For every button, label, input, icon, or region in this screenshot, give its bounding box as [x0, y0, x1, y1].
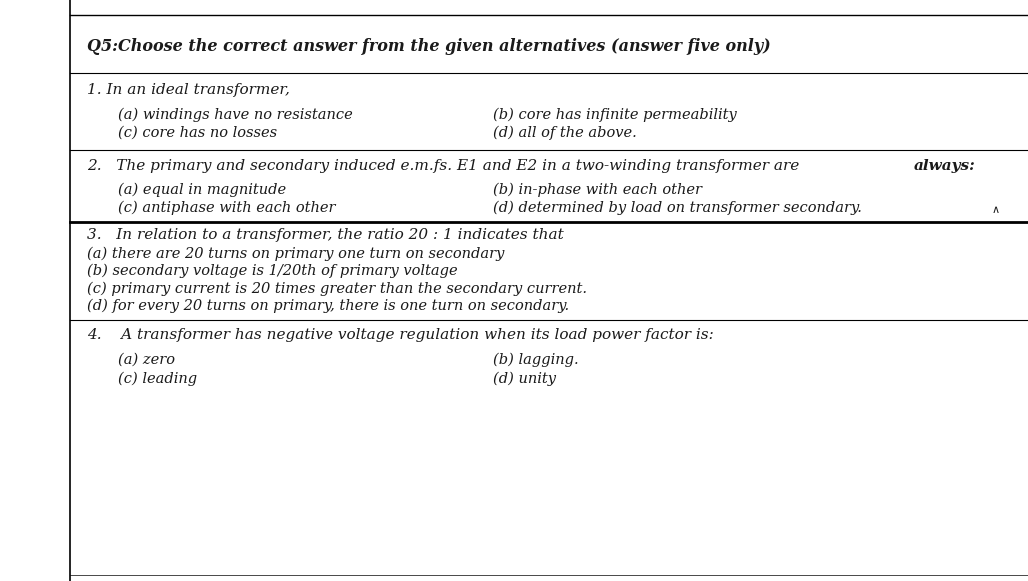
- Text: (d) determined by load on transformer secondary.: (d) determined by load on transformer se…: [493, 200, 862, 215]
- Text: 4.    A transformer has negative voltage regulation when its load power factor i: 4. A transformer has negative voltage re…: [87, 328, 714, 342]
- Text: 2.   The primary and secondary induced e.m.fs. E1 and E2 in a two-winding transf: 2. The primary and secondary induced e.m…: [87, 159, 805, 173]
- Text: (b) secondary voltage is 1/20th of primary voltage: (b) secondary voltage is 1/20th of prima…: [87, 264, 458, 278]
- Text: always:: always:: [913, 159, 976, 173]
- Text: (b) core has infinite permeability: (b) core has infinite permeability: [493, 107, 737, 122]
- Text: ∧: ∧: [992, 205, 1000, 214]
- Text: 1. In an ideal transformer,: 1. In an ideal transformer,: [87, 83, 290, 96]
- Text: (a) there are 20 turns on primary one turn on secondary: (a) there are 20 turns on primary one tu…: [87, 246, 505, 261]
- Text: (b) lagging.: (b) lagging.: [493, 353, 579, 367]
- Text: 3.   In relation to a transformer, the ratio 20 : 1 indicates that: 3. In relation to a transformer, the rat…: [87, 228, 564, 242]
- Text: (b) in-phase with each other: (b) in-phase with each other: [493, 183, 702, 198]
- Text: (a) windings have no resistance: (a) windings have no resistance: [118, 107, 353, 122]
- Text: (c) primary current is 20 times greater than the secondary current.: (c) primary current is 20 times greater …: [87, 281, 587, 296]
- Text: Q5:Choose the correct answer from the given alternatives (answer five only): Q5:Choose the correct answer from the gi…: [87, 38, 771, 55]
- Text: (c) core has no losses: (c) core has no losses: [118, 126, 278, 140]
- Text: (c) leading: (c) leading: [118, 372, 197, 386]
- Text: (a) equal in magnitude: (a) equal in magnitude: [118, 183, 287, 198]
- Text: (d) all of the above.: (d) all of the above.: [493, 126, 637, 141]
- Text: (a) zero: (a) zero: [118, 353, 175, 367]
- Text: (c) antiphase with each other: (c) antiphase with each other: [118, 200, 336, 215]
- Text: (d) unity: (d) unity: [493, 372, 556, 386]
- Text: (d) for every 20 turns on primary, there is one turn on secondary.: (d) for every 20 turns on primary, there…: [87, 299, 570, 313]
